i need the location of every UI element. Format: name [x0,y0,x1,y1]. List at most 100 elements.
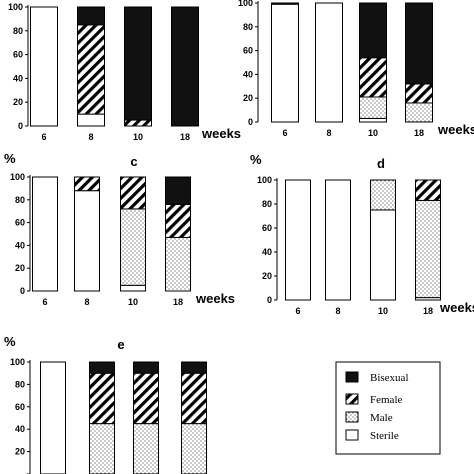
y-tick-label-b-100: 100 [238,0,253,8]
y-tick-label-b-40: 40 [243,69,253,79]
bar-b-10-bisexual [359,2,387,59]
bar-a-8-female [77,24,105,115]
bar-b-18-male [405,102,433,123]
bar-e-10-male [133,423,159,474]
x-tick-label-a-6: 6 [41,132,46,142]
bar-a-10-female [124,119,152,127]
legend-swatch-male [345,411,359,423]
y-tick-label-c-20: 20 [15,263,25,273]
y-tick-label-e-20: 20 [15,447,25,457]
legend: Bisexual Female Male Sterile [335,361,441,455]
x-tick-label-d-6: 6 [295,306,300,316]
chart-panel-d: 0 20 40 60 80 100 6 8 10 18 weeks d% [250,152,474,316]
bar-d-8-sterile [325,179,351,301]
y-tick-label-e-60: 60 [15,402,25,412]
bar-b-6-bisexual [271,2,299,5]
y-tick-label-b-0: 0 [248,117,253,127]
bar-b-10-female [359,57,387,98]
chart-panel-b: 0 20 40 60 80 100 6 8 10 18 weeks [238,0,474,138]
chart-panel-c: 0 20 40 60 80 100 6 8 10 18 weeks c% [4,151,235,307]
bar-c-18-bisexual [165,176,191,205]
bar-e-18-female [181,372,207,425]
legend-label-female: Female [370,394,402,406]
bar-a-18-bisexual [171,6,199,127]
y-tick-label-a-0: 0 [18,121,23,131]
y-axis-label-e: % [4,334,16,349]
y-tick-label-a-20: 20 [13,97,23,107]
y-tick-label-a-60: 60 [13,50,23,60]
y-tick-label-e-80: 80 [15,379,25,389]
legend-label-sterile: Sterile [370,430,399,442]
bar-a-10-bisexual [124,6,152,121]
x-axis-label-d: weeks [439,300,474,315]
bar-d-6-sterile [285,179,311,301]
bar-e-6-sterile [40,361,66,474]
bar-b-18-bisexual [405,2,433,85]
y-tick-label-b-80: 80 [243,22,253,32]
panel-letter-d: d [377,156,385,171]
legend-swatch-female [345,393,359,405]
x-tick-label-d-10: 10 [378,306,388,316]
x-axis-label-b: weeks [437,122,474,137]
panel-letter-e: e [117,337,124,352]
bar-c-10-sterile [120,284,146,292]
bar-b-10-sterile [359,117,387,123]
x-tick-label-c-8: 8 [84,297,89,307]
x-tick-label-b-18: 18 [414,128,424,138]
x-tick-label-d-18: 18 [423,306,433,316]
bar-a-8-sterile [77,113,105,127]
bar-d-18-female [415,179,441,201]
x-axis-label-a: weeks [201,126,241,141]
y-tick-label-b-60: 60 [243,46,253,56]
y-tick-label-c-80: 80 [15,195,25,205]
bar-e-10-female [133,372,159,425]
y-tick-label-b-20: 20 [243,93,253,103]
y-tick-label-d-0: 0 [267,295,272,305]
bar-e-10-bisexual [133,361,159,374]
bar-e-8-bisexual [89,361,115,374]
y-tick-label-c-0: 0 [20,286,25,296]
bar-d-18-male [415,199,441,299]
y-tick-label-c-60: 60 [15,218,25,228]
legend-label-male: Male [370,412,393,424]
y-tick-label-d-100: 100 [257,175,272,185]
bar-b-10-male [359,96,387,119]
y-tick-label-d-20: 20 [262,271,272,281]
bar-e-18-male [181,423,207,474]
y-tick-label-e-100: 100 [10,357,25,367]
bar-c-10-female [120,176,146,210]
x-tick-label-a-10: 10 [133,132,143,142]
legend-swatch-sterile [345,429,359,441]
y-axis-label-d: % [250,152,262,167]
x-axis-label-c: weeks [195,291,235,306]
y-axis-label-c: % [4,151,16,166]
bar-a-8-bisexual [77,6,105,26]
bar-e-18-bisexual [181,361,207,374]
bar-d-10-male [370,179,396,211]
x-tick-label-c-18: 18 [173,297,183,307]
bar-c-10-male [120,208,146,286]
y-tick-label-a-40: 40 [13,73,23,83]
bar-d-10-sterile [370,209,396,301]
x-tick-label-b-6: 6 [282,128,287,138]
y-tick-label-d-80: 80 [262,199,272,209]
legend-label-bisexual: Bisexual [370,372,409,384]
panel-letter-c: c [130,154,137,169]
bar-b-8-sterile [315,2,343,123]
bar-a-6-sterile [30,6,58,127]
x-tick-label-a-8: 8 [88,132,93,142]
x-tick-label-b-10: 10 [368,128,378,138]
x-tick-label-c-10: 10 [128,297,138,307]
x-tick-label-a-18: 18 [180,132,190,142]
y-tick-label-d-60: 60 [262,223,272,233]
legend-swatch-bisexual [345,371,359,383]
bar-e-8-male [89,423,115,474]
bar-c-18-female [165,203,191,238]
x-tick-label-c-6: 6 [42,297,47,307]
bar-e-8-female [89,372,115,425]
y-tick-label-c-40: 40 [15,240,25,250]
bar-c-8-sterile [74,190,100,292]
bar-c-8-female [74,176,100,192]
bar-b-6-sterile [271,3,299,123]
